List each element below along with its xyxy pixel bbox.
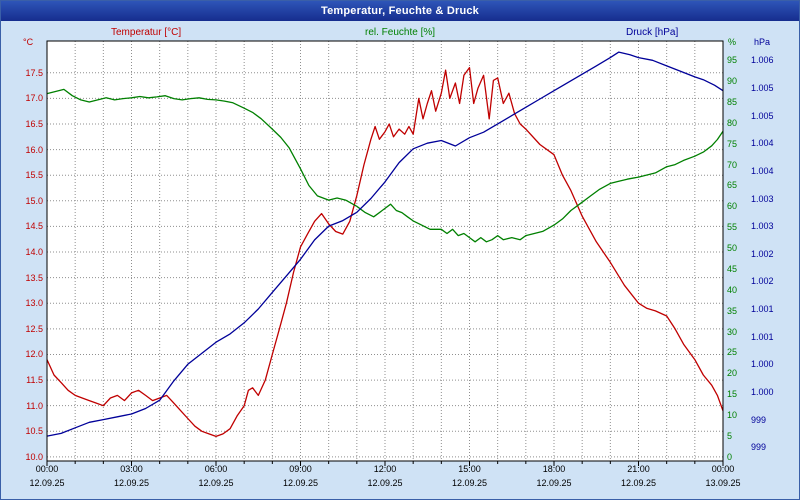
time-axis-tick-label: 03:00 bbox=[120, 464, 143, 474]
humidity-axis-tick-label: 15 bbox=[727, 389, 738, 400]
temp-axis-tick-label: 12.0 bbox=[25, 349, 43, 360]
temp-axis-tick-label: 11.5 bbox=[26, 375, 43, 386]
pressure-axis-tick-label: 1.000 bbox=[751, 386, 774, 397]
humidity-axis-tick-label: 30 bbox=[727, 326, 738, 337]
temp-axis-tick-label: 16.5 bbox=[25, 118, 43, 129]
date-axis-tick-label: 13.09.25 bbox=[705, 478, 741, 488]
humidity-axis-unit: % bbox=[728, 37, 737, 47]
series-hum-line bbox=[46, 88, 724, 243]
humidity-axis-tick-label: 5 bbox=[727, 430, 733, 441]
temp-axis-tick-label: 15.5 bbox=[25, 170, 43, 181]
time-axis-tick-label: 00:00 bbox=[35, 464, 59, 474]
temp-axis-tick-label: 13.0 bbox=[25, 298, 43, 309]
date-axis-tick-label: 12.09.25 bbox=[282, 478, 319, 488]
pressure-axis-tick-label: 1.001 bbox=[751, 304, 774, 315]
date-axis-tick-label: 12.09.25 bbox=[198, 478, 234, 488]
window-title-bar: Temperatur, Feuchte & Druck bbox=[1, 1, 799, 21]
pressure-axis-tick-label: 999 bbox=[751, 442, 767, 453]
humidity-axis-tick-label: 75 bbox=[727, 138, 738, 149]
humidity-axis-tick-label: 80 bbox=[727, 117, 738, 128]
temp-axis-tick-label: 14.0 bbox=[25, 247, 43, 258]
pressure-axis-tick-label: 1.003 bbox=[751, 193, 774, 204]
time-axis-tick-label: 00:00 bbox=[711, 464, 735, 474]
time-axis-tick-label: 06:00 bbox=[204, 464, 228, 474]
date-axis-tick-label: 12.09.25 bbox=[367, 478, 403, 488]
temp-axis-tick-label: 16.0 bbox=[25, 144, 43, 155]
temp-axis-tick-label: 10.0 bbox=[25, 451, 43, 462]
humidity-axis-tick-label: 95 bbox=[727, 55, 738, 66]
humidity-axis-tick-label: 60 bbox=[727, 201, 738, 212]
pressure-axis-tick-label: 1.001 bbox=[751, 331, 774, 342]
time-axis-tick-label: 12:00 bbox=[373, 464, 397, 474]
series-press-line bbox=[46, 51, 724, 437]
humidity-axis-tick-label: 20 bbox=[727, 368, 738, 379]
pressure-axis-tick-label: 1.003 bbox=[751, 221, 774, 232]
temp-axis-tick-label: 13.5 bbox=[25, 272, 43, 283]
temp-axis-tick-label: 11.0 bbox=[26, 400, 43, 411]
pressure-axis-tick-label: 1.004 bbox=[751, 138, 774, 149]
date-axis-tick-label: 12.09.25 bbox=[29, 478, 65, 488]
date-axis-tick-label: 12.09.25 bbox=[451, 478, 488, 488]
temp-axis-tick-label: 10.5 bbox=[25, 426, 43, 437]
pressure-axis-tick-label: 1.006 bbox=[751, 55, 774, 66]
pressure-axis-unit: hPa bbox=[754, 37, 771, 47]
pressure-axis-tick-label: 1.004 bbox=[751, 165, 774, 176]
pressure-axis-tick-label: 1.002 bbox=[751, 276, 774, 287]
humidity-axis-tick-label: 0 bbox=[727, 451, 733, 462]
humidity-axis-tick-label: 40 bbox=[727, 284, 738, 295]
pressure-axis-tick-label: 1.005 bbox=[751, 82, 774, 93]
humidity-axis-tick-label: 55 bbox=[727, 222, 738, 233]
humidity-axis-tick-label: 70 bbox=[727, 159, 738, 170]
temp-axis-tick-label: 17.5 bbox=[25, 67, 43, 78]
legend-pressure-label: Druck [hPa] bbox=[626, 27, 679, 38]
time-axis-tick-label: 15:00 bbox=[458, 464, 481, 474]
date-axis-tick-label: 12.09.25 bbox=[536, 478, 572, 488]
date-axis-tick-label: 12.09.25 bbox=[113, 478, 150, 488]
pressure-axis-tick-label: 1.005 bbox=[751, 110, 774, 121]
date-axis-tick-label: 12.09.25 bbox=[620, 478, 657, 488]
time-axis-tick-label: 21:00 bbox=[627, 464, 650, 474]
humidity-axis-tick-label: 10 bbox=[727, 410, 738, 421]
humidity-axis-tick-label: 90 bbox=[727, 76, 738, 87]
window-title: Temperatur, Feuchte & Druck bbox=[320, 5, 479, 17]
pressure-axis-tick-label: 1.000 bbox=[751, 359, 774, 370]
time-axis-tick-label: 09:00 bbox=[289, 464, 312, 474]
humidity-axis-tick-label: 65 bbox=[727, 180, 738, 191]
humidity-axis-tick-label: 50 bbox=[727, 243, 738, 254]
humidity-axis-tick-label: 35 bbox=[727, 305, 738, 316]
pressure-axis-tick-label: 1.002 bbox=[751, 248, 774, 259]
humidity-axis-tick-label: 85 bbox=[727, 96, 738, 107]
legend-temperature-label: Temperatur [°C] bbox=[111, 27, 182, 38]
humidity-axis-tick-label: 45 bbox=[727, 263, 738, 274]
humidity-axis-tick-label: 25 bbox=[727, 347, 738, 358]
temp-axis-tick-label: 14.5 bbox=[25, 221, 43, 232]
time-axis-tick-label: 18:00 bbox=[542, 464, 566, 474]
temp-axis-tick-label: 17.0 bbox=[25, 93, 43, 104]
temp-axis-tick-label: 15.0 bbox=[25, 195, 43, 206]
temp-axis-unit: °C bbox=[23, 37, 34, 47]
legend-humidity-label: rel. Feuchte [%] bbox=[364, 27, 436, 38]
temp-axis-tick-label: 12.5 bbox=[25, 323, 43, 334]
pressure-axis-tick-label: 999 bbox=[751, 414, 767, 425]
